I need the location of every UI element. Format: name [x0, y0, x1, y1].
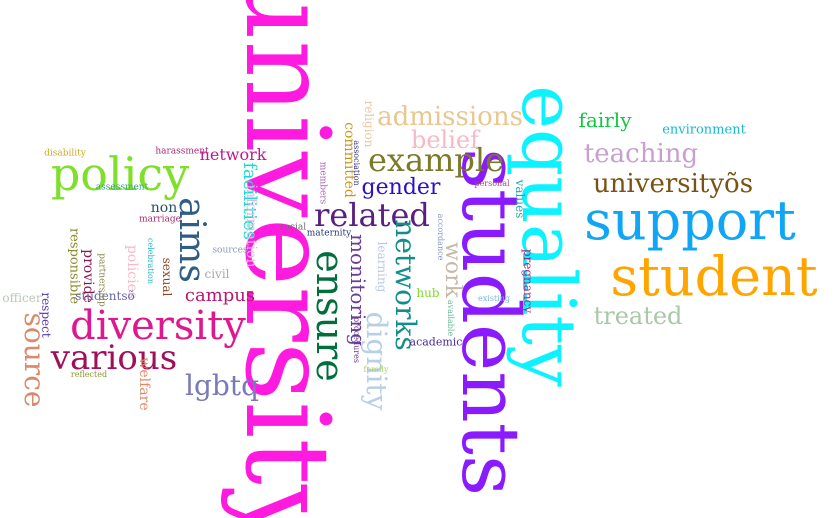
word-environment: environment [662, 122, 746, 138]
word-assessment: assessment [95, 182, 149, 193]
word-religion: religion [362, 100, 376, 148]
word-association: association [352, 140, 361, 186]
word-gender: gender [361, 175, 441, 200]
word-example: example [367, 141, 505, 179]
word-respect: respect [39, 292, 53, 338]
word-existing: existing [478, 294, 510, 303]
word-personal: personal [474, 179, 510, 188]
word-policy: policy [50, 147, 190, 201]
word-related: related [314, 196, 430, 234]
word-lgbtq: lgbtq [185, 369, 259, 402]
word-belief: belief [410, 126, 480, 154]
word-admissions: admissions [377, 102, 523, 132]
word-university-s: universityõs [592, 169, 754, 199]
word-family: family [363, 365, 389, 374]
word-disability: disability [44, 148, 86, 159]
word-teaching: teaching [583, 139, 699, 169]
word-sources: sources [212, 245, 248, 256]
word-campus: campus [184, 285, 256, 306]
word-learning: learning [375, 241, 389, 293]
word-social: social [279, 222, 307, 233]
word-various: various [50, 338, 178, 378]
word-fairly: fairly [578, 108, 632, 132]
word-students-: studentsõ [75, 289, 135, 303]
word-procedures: procedures [352, 317, 361, 363]
word-members: members [317, 161, 328, 205]
word-non: non [150, 200, 178, 216]
word-harassment: harassment [155, 146, 209, 157]
word-celebration: celebration [146, 238, 155, 284]
word-civil: civil [204, 267, 230, 281]
word-accordance: accordance [436, 213, 445, 261]
word-student: student [610, 245, 818, 308]
word-maternity: maternity [306, 228, 352, 239]
word-networks: networks [389, 219, 422, 351]
word-marriage: marriage [139, 214, 181, 225]
word-pregnancy: pregnancy [521, 248, 535, 314]
word-values: values [513, 179, 527, 219]
word-treated: treated [593, 302, 683, 330]
word-partnership: partnership [96, 253, 107, 307]
word-sexual: sexual [160, 257, 174, 297]
word-officer: officer [2, 291, 42, 305]
word-welfare: welfare [136, 357, 152, 411]
word-support: support [584, 189, 796, 252]
word-network: network [199, 145, 267, 164]
word-hub: hub [416, 286, 440, 300]
word-available: available [446, 299, 455, 337]
word-ensure: ensure [308, 250, 352, 382]
word-academic: academic [409, 335, 463, 349]
word-reflected: reflected [70, 370, 108, 379]
word-diversity: diversity [70, 303, 246, 349]
